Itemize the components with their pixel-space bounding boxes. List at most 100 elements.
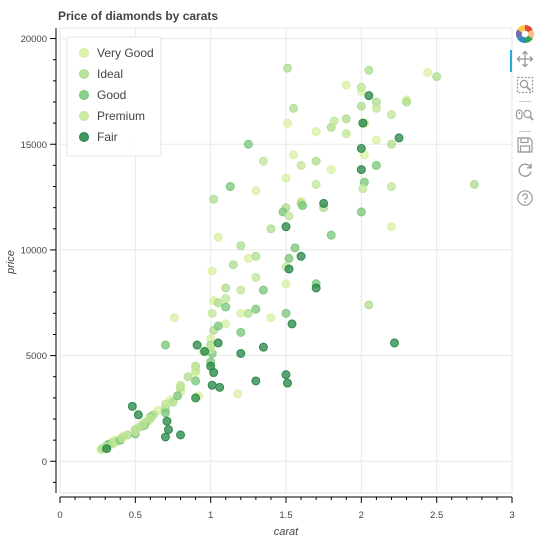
data-point bbox=[341, 80, 351, 90]
data-point bbox=[358, 184, 368, 194]
data-point bbox=[371, 103, 381, 113]
data-point bbox=[251, 186, 261, 196]
save-icon[interactable] bbox=[512, 136, 538, 158]
data-point bbox=[258, 342, 268, 352]
data-point bbox=[341, 114, 351, 124]
data-point bbox=[236, 241, 246, 251]
legend-swatch bbox=[79, 90, 89, 100]
data-point bbox=[176, 430, 186, 440]
pan-icon[interactable] bbox=[510, 50, 538, 72]
data-point bbox=[364, 65, 374, 75]
legend-swatch bbox=[79, 132, 89, 142]
data-point bbox=[183, 372, 193, 382]
help-icon[interactable] bbox=[512, 189, 538, 211]
chart-title: Price of diamonds by carats bbox=[58, 9, 218, 23]
data-point bbox=[356, 207, 366, 217]
legend-item[interactable]: Premium bbox=[79, 109, 146, 123]
legend-label: Ideal bbox=[97, 67, 123, 81]
data-point bbox=[289, 103, 299, 113]
data-point bbox=[281, 173, 291, 183]
x-tick-label: 1 bbox=[208, 510, 213, 521]
data-point bbox=[283, 118, 293, 128]
legend-item[interactable]: Good bbox=[79, 88, 127, 102]
data-point bbox=[133, 410, 143, 420]
data-point bbox=[402, 97, 412, 107]
data-point bbox=[138, 419, 148, 429]
data-point bbox=[251, 272, 261, 282]
data-point bbox=[221, 302, 231, 312]
data-point bbox=[209, 194, 219, 204]
data-point bbox=[326, 230, 336, 240]
data-point bbox=[243, 308, 253, 318]
data-point bbox=[371, 160, 381, 170]
data-point bbox=[191, 365, 201, 375]
box-zoom-icon[interactable] bbox=[512, 76, 538, 98]
data-point bbox=[386, 222, 396, 232]
data-point bbox=[284, 211, 294, 221]
data-point bbox=[213, 298, 223, 308]
data-point bbox=[162, 416, 172, 426]
legend-swatch bbox=[79, 69, 89, 79]
data-point bbox=[160, 408, 170, 418]
data-point bbox=[266, 224, 276, 234]
toolbar-separator bbox=[519, 101, 531, 102]
data-point bbox=[160, 340, 170, 350]
data-point bbox=[173, 391, 183, 401]
data-point bbox=[469, 179, 479, 189]
legend-item[interactable]: Fair bbox=[79, 130, 118, 144]
legend-item[interactable]: Ideal bbox=[79, 67, 124, 81]
data-point bbox=[356, 82, 366, 92]
data-point bbox=[130, 427, 140, 437]
data-point bbox=[289, 150, 299, 160]
x-tick-label: 1.5 bbox=[279, 510, 292, 521]
x-tick-label: 2.5 bbox=[430, 510, 443, 521]
data-point bbox=[145, 413, 155, 423]
data-point bbox=[386, 182, 396, 192]
data-point bbox=[356, 165, 366, 175]
data-point bbox=[127, 401, 137, 411]
data-point bbox=[266, 313, 276, 323]
data-point bbox=[251, 376, 261, 386]
data-point bbox=[191, 393, 201, 403]
data-point bbox=[281, 222, 291, 232]
toolbar-separator bbox=[519, 131, 531, 132]
data-point bbox=[423, 67, 433, 77]
data-point bbox=[298, 201, 308, 211]
wheel-zoom-icon[interactable] bbox=[512, 106, 538, 128]
legend-label: Fair bbox=[97, 130, 118, 144]
x-tick-label: 0.5 bbox=[129, 510, 142, 521]
data-point bbox=[326, 165, 336, 175]
data-point bbox=[296, 160, 306, 170]
y-tick-label: 5000 bbox=[26, 351, 47, 362]
x-tick-label: 2 bbox=[359, 510, 364, 521]
data-point bbox=[117, 433, 127, 443]
data-point bbox=[160, 432, 170, 442]
data-point bbox=[170, 313, 180, 323]
data-point bbox=[311, 179, 321, 189]
data-point bbox=[284, 264, 294, 274]
data-point bbox=[432, 72, 442, 82]
reset-icon[interactable] bbox=[512, 161, 538, 183]
data-point bbox=[221, 294, 231, 304]
bokeh-logo-icon[interactable] bbox=[512, 24, 538, 46]
x-axis-ticks: 0 0.5 1 1.5 2 2.5 3 bbox=[57, 497, 515, 521]
data-point bbox=[311, 283, 321, 293]
legend[interactable]: Very Good Ideal Good Premium Fair bbox=[66, 36, 162, 157]
data-point bbox=[221, 319, 231, 329]
scatter-points bbox=[96, 63, 479, 455]
data-point bbox=[207, 380, 217, 390]
data-point bbox=[213, 232, 223, 242]
data-point bbox=[394, 133, 404, 143]
data-point bbox=[386, 110, 396, 120]
legend-item[interactable]: Very Good bbox=[79, 46, 154, 60]
y-axis-label: price bbox=[5, 250, 17, 275]
data-point bbox=[287, 319, 297, 329]
y-tick-label: 0 bbox=[42, 457, 47, 468]
data-point bbox=[278, 207, 288, 217]
data-point bbox=[191, 376, 201, 386]
data-point bbox=[221, 283, 231, 293]
data-point bbox=[251, 304, 261, 314]
data-point bbox=[371, 135, 381, 145]
data-point bbox=[236, 349, 246, 358]
